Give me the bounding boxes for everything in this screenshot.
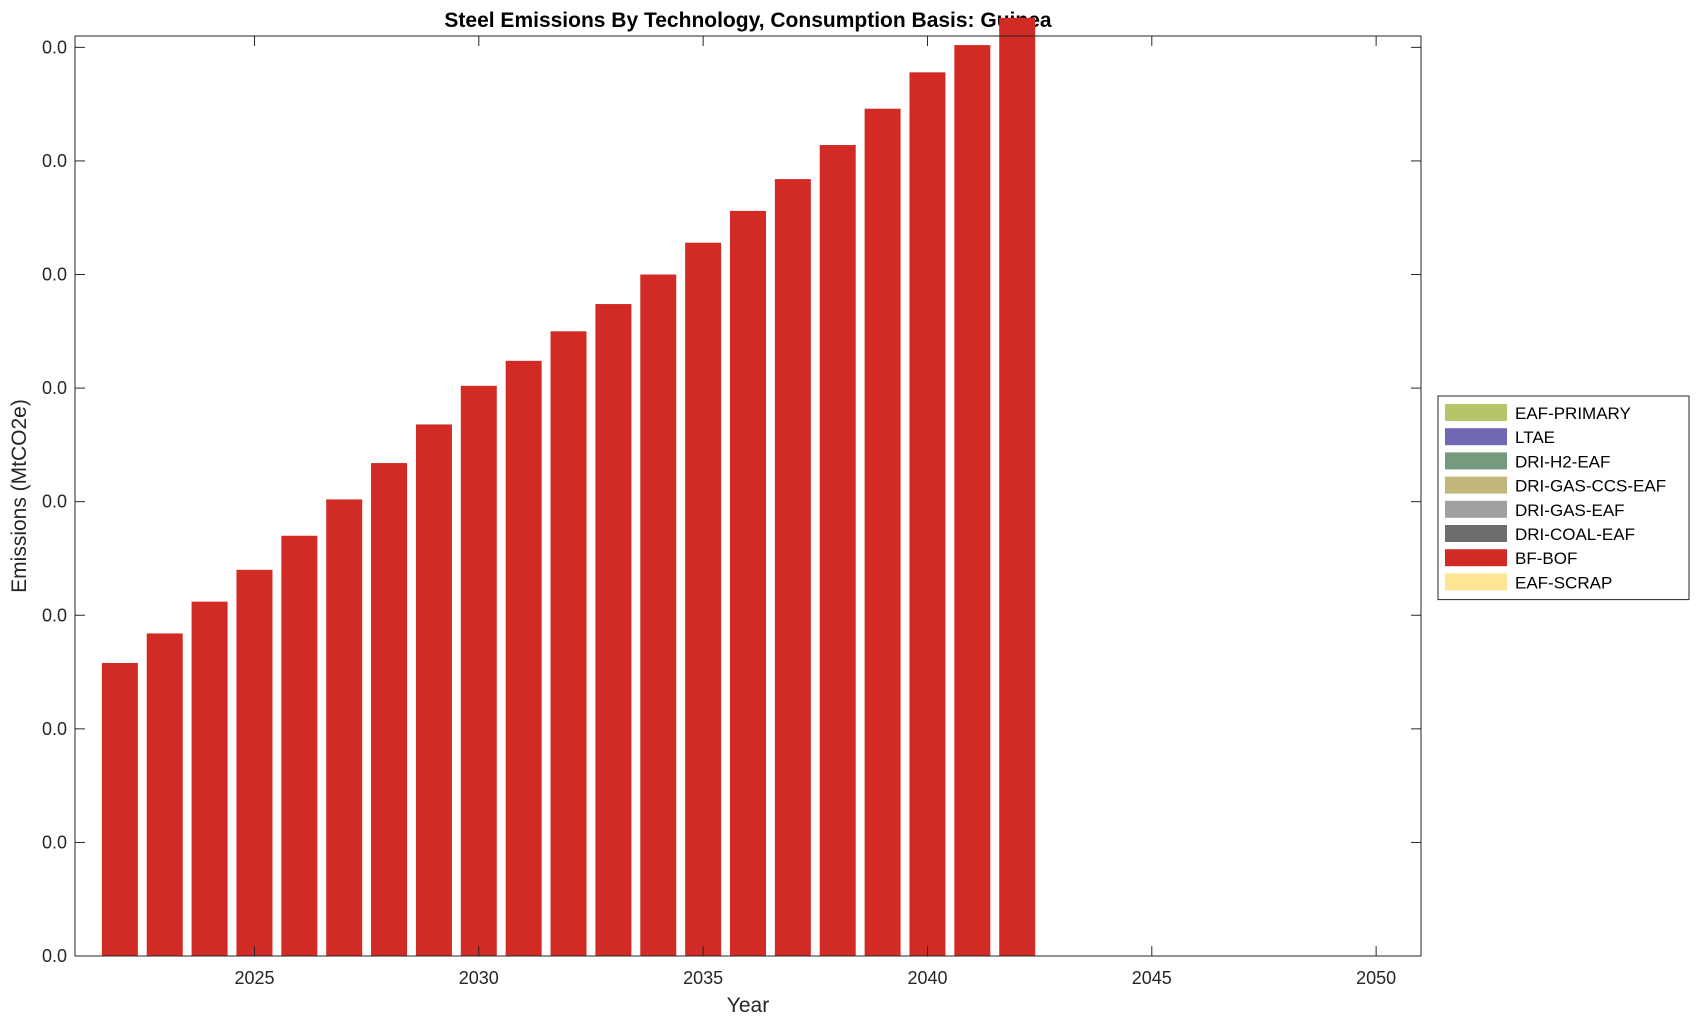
y-axis-label: Emissions (MtCO2e) — [8, 399, 31, 593]
legend-label-eaf-primary: EAF-PRIMARY — [1515, 404, 1631, 423]
bar-bf-bof-2033 — [595, 304, 632, 956]
legend-swatch-bf-bof — [1445, 549, 1507, 567]
bar-bf-bof-2035 — [685, 242, 722, 956]
legend-label-eaf-scrap: EAF-SCRAP — [1515, 573, 1612, 592]
bar-bf-bof-2038 — [819, 145, 856, 956]
y-axis-ticks: 0.0 0.0 0.0 0.0 0.0 0.0 0.0 0.0 0.0 — [42, 37, 1421, 966]
bar-bf-bof-2023 — [146, 633, 183, 956]
legend-label-dri-h2-eaf: DRI-H2-EAF — [1515, 452, 1610, 471]
legend-swatch-dri-gas-ccs-eaf — [1445, 476, 1507, 494]
x-tick-label: 2045 — [1132, 968, 1172, 988]
x-tick-label: 2040 — [907, 968, 947, 988]
bar-bf-bof-2036 — [730, 210, 766, 956]
legend-label-dri-gas-eaf: DRI-GAS-EAF — [1515, 501, 1625, 520]
bar-bf-bof-2039 — [864, 108, 901, 957]
y-tick-label: 0.0 — [42, 37, 67, 57]
x-axis-label: Year — [727, 994, 769, 1017]
bar-bf-bof-2028 — [371, 463, 408, 956]
x-tick-label: 2030 — [459, 968, 499, 988]
bar-bf-bof-2034 — [640, 274, 677, 956]
bar-bf-bof-2042 — [999, 17, 1036, 957]
y-tick-label: 0.0 — [42, 719, 67, 739]
plot-frame — [74, 35, 1422, 957]
legend-label-ltae: LTAE — [1515, 428, 1555, 447]
bar-bf-bof-2029 — [415, 424, 452, 956]
bar-bf-bof-2022 — [101, 662, 138, 956]
bar-bf-bof-2032 — [550, 331, 587, 956]
legend-swatch-dri-h2-eaf — [1445, 452, 1507, 470]
bars-layer — [101, 17, 1036, 957]
bar-bf-bof-2030 — [460, 385, 497, 956]
x-tick-label: 2035 — [683, 968, 723, 988]
bar-bf-bof-2027 — [326, 499, 363, 956]
x-tick-label: 2025 — [234, 968, 274, 988]
y-tick-label: 0.0 — [42, 605, 67, 625]
y-tick-label: 0.0 — [42, 832, 67, 852]
legend-swatch-eaf-primary — [1445, 404, 1507, 421]
y-tick-label: 0.0 — [42, 492, 67, 512]
bar-bf-bof-2026 — [281, 535, 318, 956]
y-tick-label: 0.0 — [42, 378, 67, 398]
y-tick-label: 0.0 — [42, 151, 67, 171]
bar-bf-bof-2025 — [236, 569, 273, 956]
legend-label-dri-gas-ccs-eaf: DRI-GAS-CCS-EAF — [1515, 477, 1666, 496]
y-tick-label: 0.0 — [42, 265, 67, 285]
legend-swatch-ltae — [1445, 428, 1507, 446]
bar-bf-bof-2040 — [909, 72, 946, 956]
bar-bf-bof-2024 — [191, 601, 228, 956]
legend-swatch-dri-gas-eaf — [1445, 500, 1507, 518]
x-tick-label: 2050 — [1356, 968, 1396, 988]
legend-label-bf-bof: BF-BOF — [1515, 549, 1577, 568]
legend: EAF-PRIMARY LTAE DRI-H2-EAF DRI-GAS-CCS-EAF… — [1437, 395, 1690, 601]
legend-label-dri-coal-eaf: DRI-COAL-EAF — [1515, 525, 1635, 544]
bar-bf-bof-2037 — [774, 179, 811, 957]
legend-swatch-dri-coal-eaf — [1445, 525, 1507, 542]
bar-bf-bof-2041 — [954, 45, 991, 956]
x-axis-ticks: 2025 2030 2035 2040 2045 2050 — [234, 36, 1396, 988]
bar-bf-bof-2031 — [505, 360, 542, 957]
legend-swatch-eaf-scrap — [1445, 573, 1507, 591]
legend-box — [1437, 395, 1690, 601]
chart-title: Steel Emissions By Technology, Consumpti… — [444, 9, 1051, 32]
y-tick-label: 0.0 — [42, 946, 67, 966]
